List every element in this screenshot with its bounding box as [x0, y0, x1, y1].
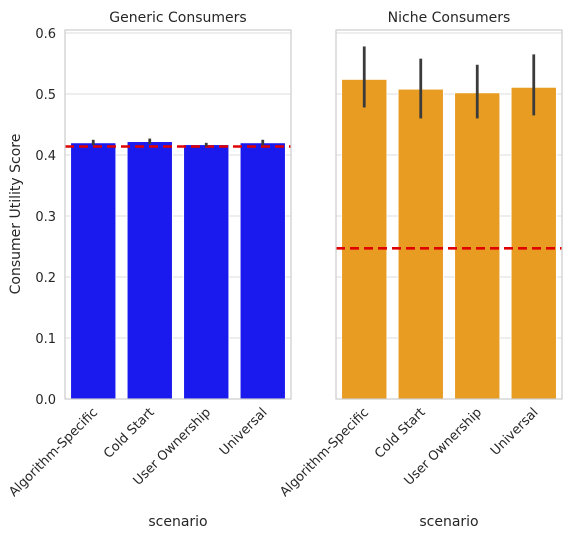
y-tick-label: 0.6 — [35, 27, 56, 42]
bar — [183, 144, 230, 400]
y-tick-label: 0.5 — [35, 88, 56, 103]
bar — [510, 86, 557, 400]
x-axis-label: scenario — [419, 514, 478, 530]
bar — [126, 141, 173, 400]
y-tick-label: 0.2 — [35, 271, 56, 286]
bar — [454, 92, 501, 400]
bar — [397, 88, 444, 400]
y-tick-label: 0.0 — [35, 393, 56, 408]
x-tick-label: Algorithm-Specific — [277, 405, 372, 500]
bar — [70, 142, 117, 400]
chart-title: Niche Consumers — [388, 10, 511, 26]
panel-generic-consumers: 0.0 0.1 0.2 0.3 0.4 0.5 0.6 Algorithm-Specific… — [6, 10, 292, 530]
x-tick-label: Universal — [217, 405, 271, 459]
y-tick-label: 0.4 — [35, 149, 56, 164]
x-tick-label: Algorithm-Specific — [6, 405, 101, 500]
x-tick-label: Cold Start — [101, 405, 157, 461]
x-tick-label: Cold Start — [372, 405, 428, 461]
bar — [341, 79, 388, 400]
x-tick-label: Universal — [488, 405, 542, 459]
plot-frame — [64, 29, 292, 400]
y-axis-label: Consumer Utility Score — [8, 134, 24, 295]
plot-frame — [335, 29, 563, 400]
y-tick-label: 0.1 — [35, 332, 56, 347]
x-axis-label: scenario — [148, 514, 207, 530]
chart-title: Generic Consumers — [109, 10, 246, 26]
y-tick-label: 0.3 — [35, 210, 56, 225]
bar — [239, 142, 286, 400]
